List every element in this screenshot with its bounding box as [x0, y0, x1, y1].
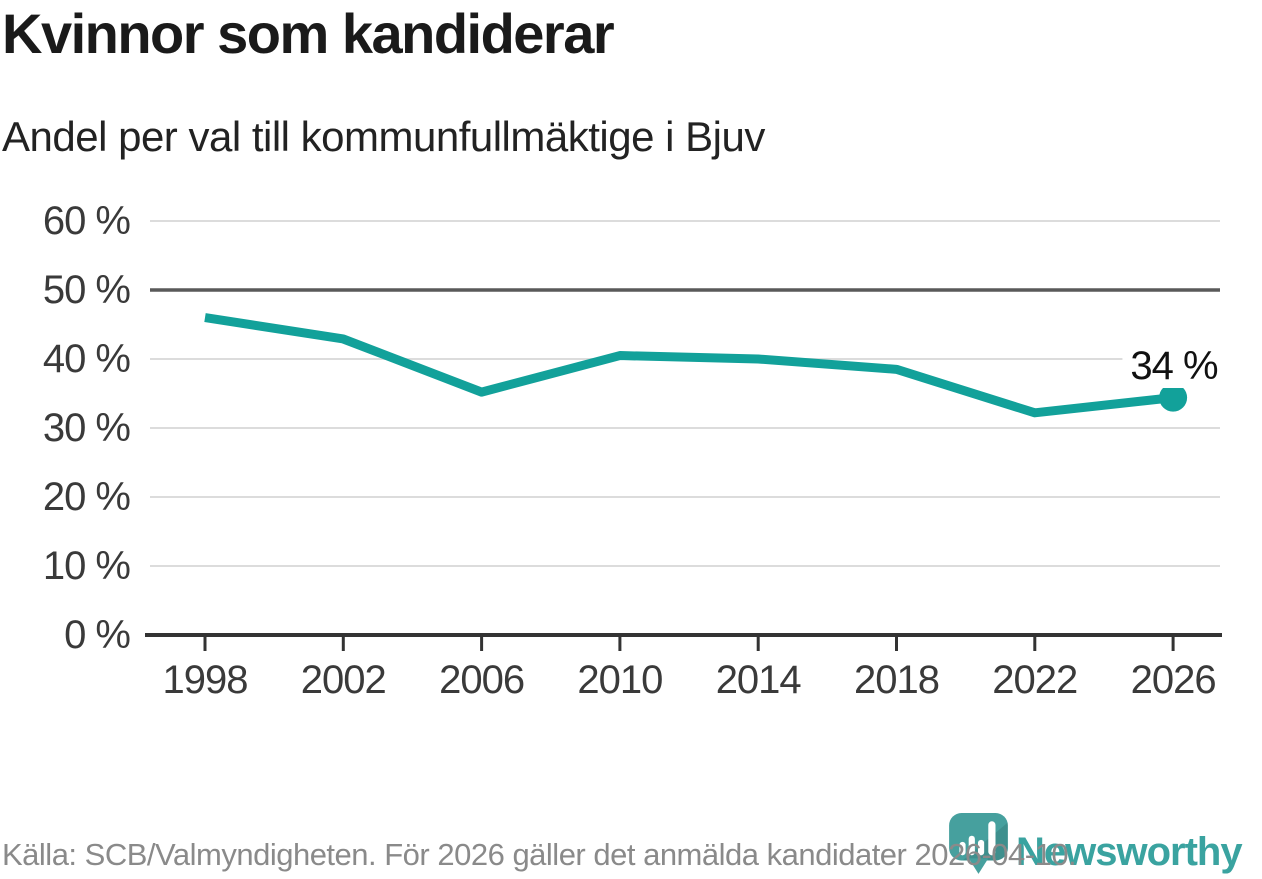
- y-axis-label: 60 %: [42, 199, 131, 243]
- bar-chart-pin-icon: [949, 813, 1008, 874]
- x-axis-label: 2014: [715, 658, 802, 702]
- newsworthy-logo-text: Newsworthy: [1016, 830, 1243, 874]
- x-axis-label: 1998: [162, 658, 249, 702]
- chart-subtitle: Andel per val till kommunfullmäktige i B…: [2, 113, 765, 160]
- newsworthy-logo: Newsworthy: [948, 812, 1243, 878]
- y-axis-label: 40 %: [42, 337, 131, 381]
- y-axis-label: 30 %: [42, 406, 131, 450]
- end-point-marker: [1159, 383, 1188, 412]
- x-axis-label: 2022: [992, 658, 1078, 702]
- data-line: [204, 313, 1174, 418]
- y-axis-label: 0 %: [64, 613, 131, 657]
- y-axis-label: 20 %: [42, 475, 131, 519]
- x-axis-label: 2010: [577, 658, 663, 702]
- y-axis-label: 10 %: [42, 544, 131, 588]
- x-axis-label: 2006: [439, 658, 525, 702]
- chart-title: Kvinnor som kandiderar: [2, 2, 615, 65]
- x-axis-label: 2018: [854, 658, 940, 702]
- y-axis-label: 50 %: [42, 268, 131, 312]
- source-note: Källa: SCB/Valmyndigheten. För 2026 gäll…: [2, 837, 1077, 872]
- x-axis-label: 2026: [1130, 658, 1217, 702]
- x-axis-label: 2002: [300, 658, 387, 702]
- end-value-label: 34 %: [1122, 344, 1226, 388]
